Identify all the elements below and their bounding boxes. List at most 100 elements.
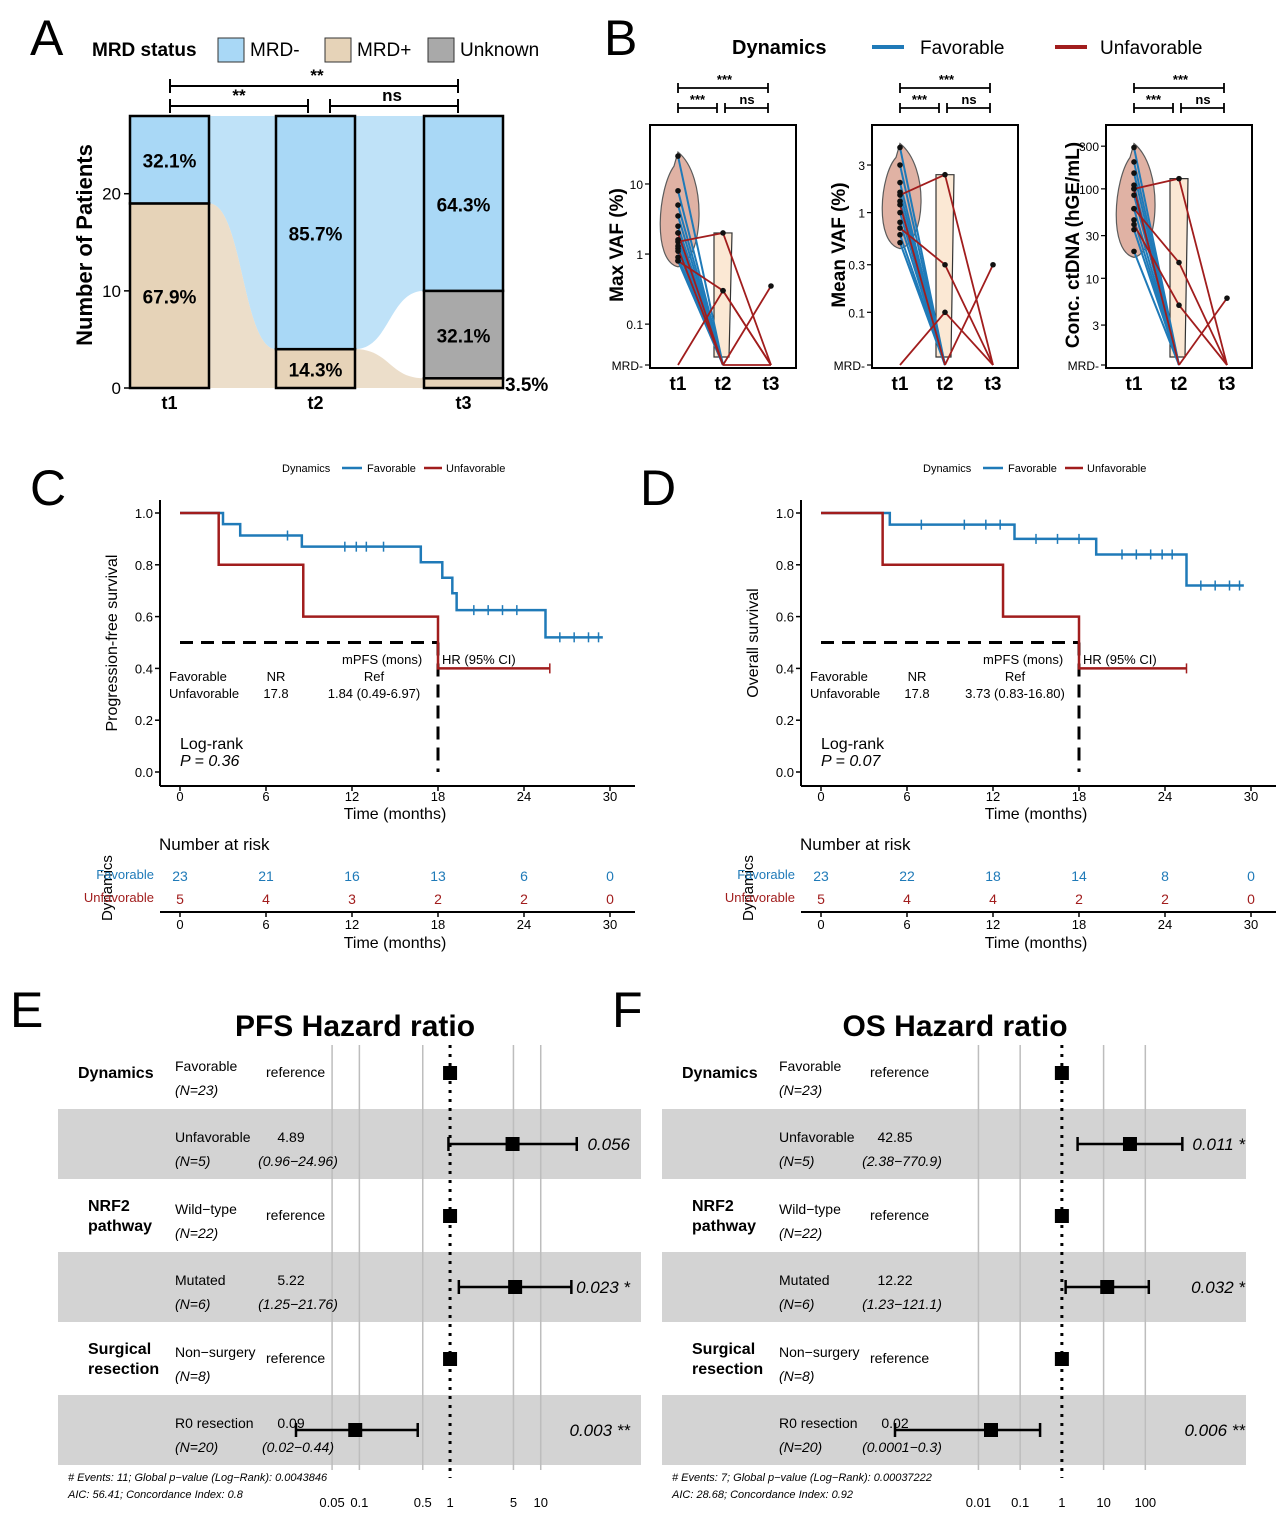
- data-point: [897, 144, 903, 151]
- x-tick-label: t1: [670, 374, 687, 395]
- legend-label-0: MRD-: [250, 40, 300, 61]
- x-tick-label: 18: [1072, 917, 1086, 932]
- group-label: resection: [88, 1361, 159, 1378]
- x-tick-label: 24: [517, 789, 531, 804]
- x-tick-label: t3: [1219, 374, 1236, 395]
- unfavorable-line: [677, 232, 724, 366]
- y-tick-label: 0.1: [626, 318, 643, 332]
- significance-label: ns: [382, 86, 402, 105]
- x-tick-label: 18: [1072, 789, 1086, 804]
- unfavorable-line: [1178, 262, 1228, 366]
- group-label: pathway: [692, 1218, 756, 1235]
- hr-marker: [1054, 1209, 1069, 1223]
- n-label: (N=6): [779, 1296, 814, 1312]
- significance-label: **: [232, 86, 246, 105]
- unfavorable-line: [1133, 188, 1180, 366]
- x-tick-label: 100: [1134, 1495, 1156, 1510]
- x-tick-label: 0: [176, 789, 183, 804]
- x-tick-label: t3: [455, 393, 471, 413]
- y-tick-label: 1: [636, 248, 643, 262]
- table-cell: NR: [267, 669, 286, 684]
- x-tick-label: 6: [262, 917, 269, 932]
- x-tick-label: 1: [1058, 1495, 1065, 1510]
- data-point: [1131, 144, 1137, 151]
- x-tick-label: 6: [903, 917, 910, 932]
- footnote: # Events: 11; Global p−value (Log−Rank):…: [68, 1472, 328, 1484]
- plot-frame: [649, 124, 797, 369]
- x-tick-label: t1: [161, 393, 177, 413]
- table-cell: Ref: [364, 669, 385, 684]
- data-point: [897, 162, 903, 168]
- x-tick-label: 12: [986, 789, 1000, 804]
- x-tick-label: 0.05: [319, 1495, 344, 1510]
- group-label: Surgical: [692, 1341, 755, 1358]
- group-label: Dynamics: [682, 1065, 758, 1082]
- risk-row-label: Unfavorable: [725, 890, 795, 905]
- x-tick-label: 6: [903, 789, 910, 804]
- risk-value: 2: [1075, 891, 1083, 907]
- y-tick-label: 0.3: [848, 259, 865, 273]
- data-point: [675, 248, 681, 254]
- legend-label-1: MRD+: [357, 40, 411, 61]
- data-point: [675, 187, 681, 194]
- bar-label: 67.9%: [143, 288, 197, 309]
- significance-label: ***: [690, 92, 706, 107]
- legend-title: Dynamics: [732, 37, 827, 59]
- x-tick-label: 0.1: [1011, 1495, 1029, 1510]
- bar-segment: [128, 114, 211, 205]
- table-cell: 17.8: [263, 686, 288, 701]
- level-label: Non−surgery: [779, 1344, 860, 1360]
- ci-label: (1.25−21.76): [258, 1296, 338, 1312]
- y-tick-label: MRD-: [834, 359, 865, 373]
- hr-marker: [443, 1066, 458, 1080]
- n-label: (N=5): [175, 1153, 210, 1169]
- y-tick-label: 0.6: [776, 610, 794, 625]
- data-point: [1224, 295, 1230, 301]
- y-tick-label: 0: [112, 379, 121, 398]
- unfavorable-line: [899, 204, 946, 366]
- y-tick-label: 0.6: [135, 610, 153, 625]
- risk-value: 13: [430, 868, 446, 884]
- risk-value: 14: [1071, 868, 1087, 884]
- table-cell: Unfavorable: [810, 686, 880, 701]
- forest-title: OS Hazard ratio: [842, 1010, 1067, 1043]
- test-p: P = 0.07: [821, 753, 882, 770]
- legend-label: Unfavorable: [446, 463, 505, 475]
- data-point: [1131, 221, 1137, 228]
- bar-label: 32.1%: [143, 152, 197, 173]
- data-point: [897, 209, 903, 216]
- risk-value: 21: [258, 868, 274, 884]
- data-point: [675, 153, 681, 159]
- risk-value: 2: [434, 891, 442, 907]
- y-tick-label: 3: [1092, 319, 1099, 333]
- estimate-label: 0.09: [277, 1415, 304, 1431]
- n-label: (N=8): [779, 1368, 814, 1384]
- significance-label: ns: [961, 92, 976, 107]
- significance-label: **: [310, 66, 324, 85]
- estimate-label: reference: [870, 1207, 929, 1223]
- y-tick-label: 20: [102, 185, 121, 204]
- x-tick-label: t3: [763, 374, 780, 395]
- panel-label-b: B: [604, 10, 637, 66]
- unfavorable-line: [1133, 224, 1180, 306]
- data-point: [897, 231, 903, 238]
- x-tick-label: 0: [176, 917, 183, 932]
- data-point: [675, 213, 681, 219]
- unfavorable-line: [677, 290, 724, 366]
- significance-label: ns: [1195, 92, 1210, 107]
- data-point: [1131, 170, 1137, 176]
- row-band: [662, 1252, 1246, 1322]
- y-tick-label: 1.0: [135, 506, 153, 521]
- table-cell: Unfavorable: [169, 686, 239, 701]
- forest-title: PFS Hazard ratio: [235, 1010, 475, 1043]
- risk-value: 5: [176, 891, 184, 907]
- table-cell: Favorable: [169, 669, 227, 684]
- data-point: [990, 261, 996, 268]
- x-tick-label: 30: [603, 789, 617, 804]
- n-label: (N=20): [175, 1439, 218, 1455]
- data-point: [1131, 182, 1137, 188]
- x-tick-label: 10: [534, 1495, 548, 1510]
- footnote: # Events: 7; Global p−value (Log−Rank): …: [672, 1472, 932, 1484]
- unfavorable-curve: [821, 511, 1187, 670]
- y-tick-label: 10: [630, 178, 644, 192]
